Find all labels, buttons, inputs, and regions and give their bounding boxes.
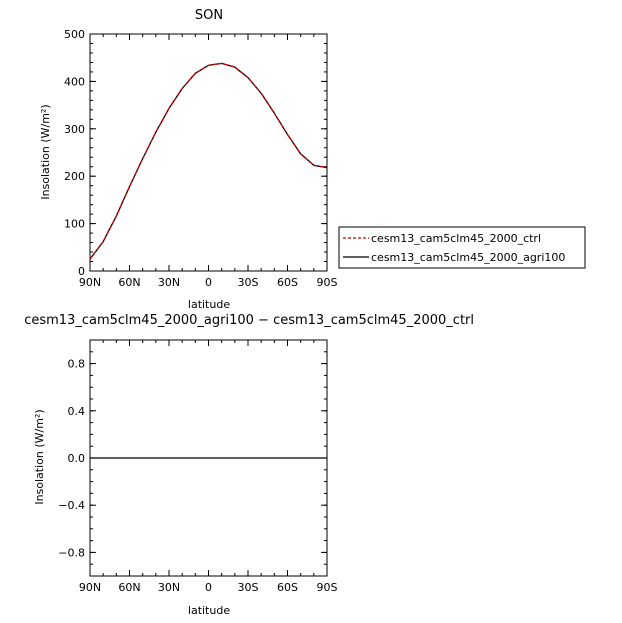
bottom-x-tick-label: 60N xyxy=(118,581,140,594)
top-plot-area: 90N 60N 30N 0 30S 60S 90S 0 100 200 300 400 500 xyxy=(64,28,338,289)
bottom-x-tick-label: 30N xyxy=(158,581,180,594)
bottom-panel: cesm13_cam5clm45_2000_agri100 − cesm13_c… xyxy=(24,313,474,617)
top-x-tick-label: 90N xyxy=(79,276,101,289)
top-x-tick-label: 30N xyxy=(158,276,180,289)
top-x-tick-label: 90S xyxy=(317,276,338,289)
top-y-tick-label: 200 xyxy=(64,170,85,183)
bottom-plot-area: 90N 60N 30N 0 30S 60S 90S −0.8 −0.4 0.0 0.4 0.8 xyxy=(58,339,338,594)
top-y-tick-label: 100 xyxy=(64,218,85,231)
bottom-x-axis-label: latitude xyxy=(188,604,230,617)
bottom-y-tick-label: −0.8 xyxy=(58,546,85,559)
bottom-y-tick-label: −0.4 xyxy=(58,499,85,512)
top-x-tick-label: 30S xyxy=(238,276,259,289)
top-x-tick-label: 60S xyxy=(277,276,298,289)
bottom-x-tick-label: 60S xyxy=(277,581,298,594)
bottom-x-tick-label: 30S xyxy=(238,581,259,594)
top-panel: SON 90N 60N 30N 0 30S 60S 90S0100200300400500 … xyxy=(39,8,338,311)
bottom-y-tick-label: 0.8 xyxy=(68,358,86,371)
top-series-line-0 xyxy=(89,62,328,260)
top-y-tick-label: 400 xyxy=(64,75,85,88)
bottom-y-tick-label: 0.4 xyxy=(68,405,86,418)
top-x-axis-label: latitude xyxy=(188,298,230,311)
legend: cesm13_cam5clm45_2000_ctrl cesm13_cam5cl… xyxy=(338,226,586,269)
bottom-x-tick-label: 90S xyxy=(317,581,338,594)
top-y-tick-label: 500 xyxy=(64,28,85,41)
top-plot-frame xyxy=(89,33,328,272)
legend-label-agri100: cesm13_cam5clm45_2000_agri100 xyxy=(371,251,565,264)
bottom-x-tick-label: 90N xyxy=(79,581,101,594)
top-x-tick-label: 0 xyxy=(205,276,212,289)
bottom-chart-title: cesm13_cam5clm45_2000_agri100 − cesm13_c… xyxy=(24,313,474,328)
legend-label-ctrl: cesm13_cam5clm45_2000_ctrl xyxy=(371,232,541,245)
bottom-y-tick-label: 0.0 xyxy=(68,452,86,465)
top-y-tick-label: 0 xyxy=(78,265,85,278)
top-x-tick-label: 60N xyxy=(118,276,140,289)
top-chart-title: SON xyxy=(195,8,223,23)
top-series-line-1 xyxy=(89,62,328,260)
top-y-axis-label: Insolation (W/m²) xyxy=(39,104,52,199)
legend-box xyxy=(338,226,586,269)
top-y-tick-label: 300 xyxy=(64,123,85,136)
bottom-x-tick-label: 0 xyxy=(205,581,212,594)
bottom-y-axis-label: Insolation (W/m²) xyxy=(33,409,46,504)
